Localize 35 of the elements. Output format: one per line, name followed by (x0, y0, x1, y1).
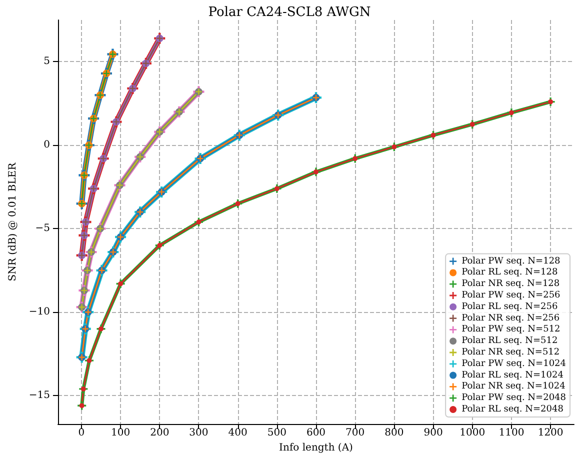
legend-label: Polar RL seq. N=512 (462, 336, 558, 346)
legend-label: Polar NR seq. N=128 (462, 279, 560, 290)
legend-label: Polar PW seq. N=256 (462, 290, 561, 300)
legend-label: Polar PW seq. N=1024 (462, 358, 566, 369)
y-axis-title: SNR (dB) @ 0.01 BLER (8, 162, 18, 282)
x-tick-label: 0 (78, 428, 85, 438)
x-tick-label: 600 (306, 428, 326, 438)
chart-title: Polar CA24-SCL8 AWGN (208, 5, 371, 20)
legend-label: Polar NR seq. N=256 (462, 313, 560, 324)
x-tick-label: 800 (384, 428, 404, 438)
x-tick-label: 300 (189, 428, 208, 438)
x-tick-label: 1000 (460, 428, 486, 438)
legend-label: Polar PW seq. N=2048 (462, 393, 566, 404)
y-tick-label: −5 (35, 223, 50, 234)
legend-label: Polar RL seq. N=2048 (462, 404, 564, 414)
y-tick-label: −10 (28, 306, 50, 318)
x-tick-label: 700 (346, 428, 365, 438)
y-tick-label: 0 (44, 140, 50, 151)
legend-label: Polar NR seq. N=1024 (462, 382, 566, 392)
y-tick-label: 5 (44, 56, 50, 68)
x-tick-label: 200 (150, 428, 170, 438)
legend-label: Polar RL seq. N=256 (462, 302, 558, 312)
x-tick-label: 900 (424, 428, 443, 438)
x-tick-label: 400 (228, 428, 248, 438)
x-tick-label: 500 (267, 428, 286, 438)
x-axis-title: Info length (A) (279, 442, 354, 454)
y-tick-label: −15 (28, 390, 50, 402)
x-tick-label: 1100 (498, 428, 524, 438)
x-tick-label: 1200 (538, 428, 564, 438)
legend-label: Polar RL seq. N=1024 (462, 370, 564, 380)
legend-label: Polar PW seq. N=128 (462, 256, 561, 266)
x-tick-label: 100 (111, 428, 130, 438)
legend-label: Polar NR seq. N=512 (462, 348, 560, 358)
legend-label: Polar RL seq. N=128 (462, 268, 558, 278)
legend-label: Polar PW seq. N=512 (462, 324, 560, 335)
